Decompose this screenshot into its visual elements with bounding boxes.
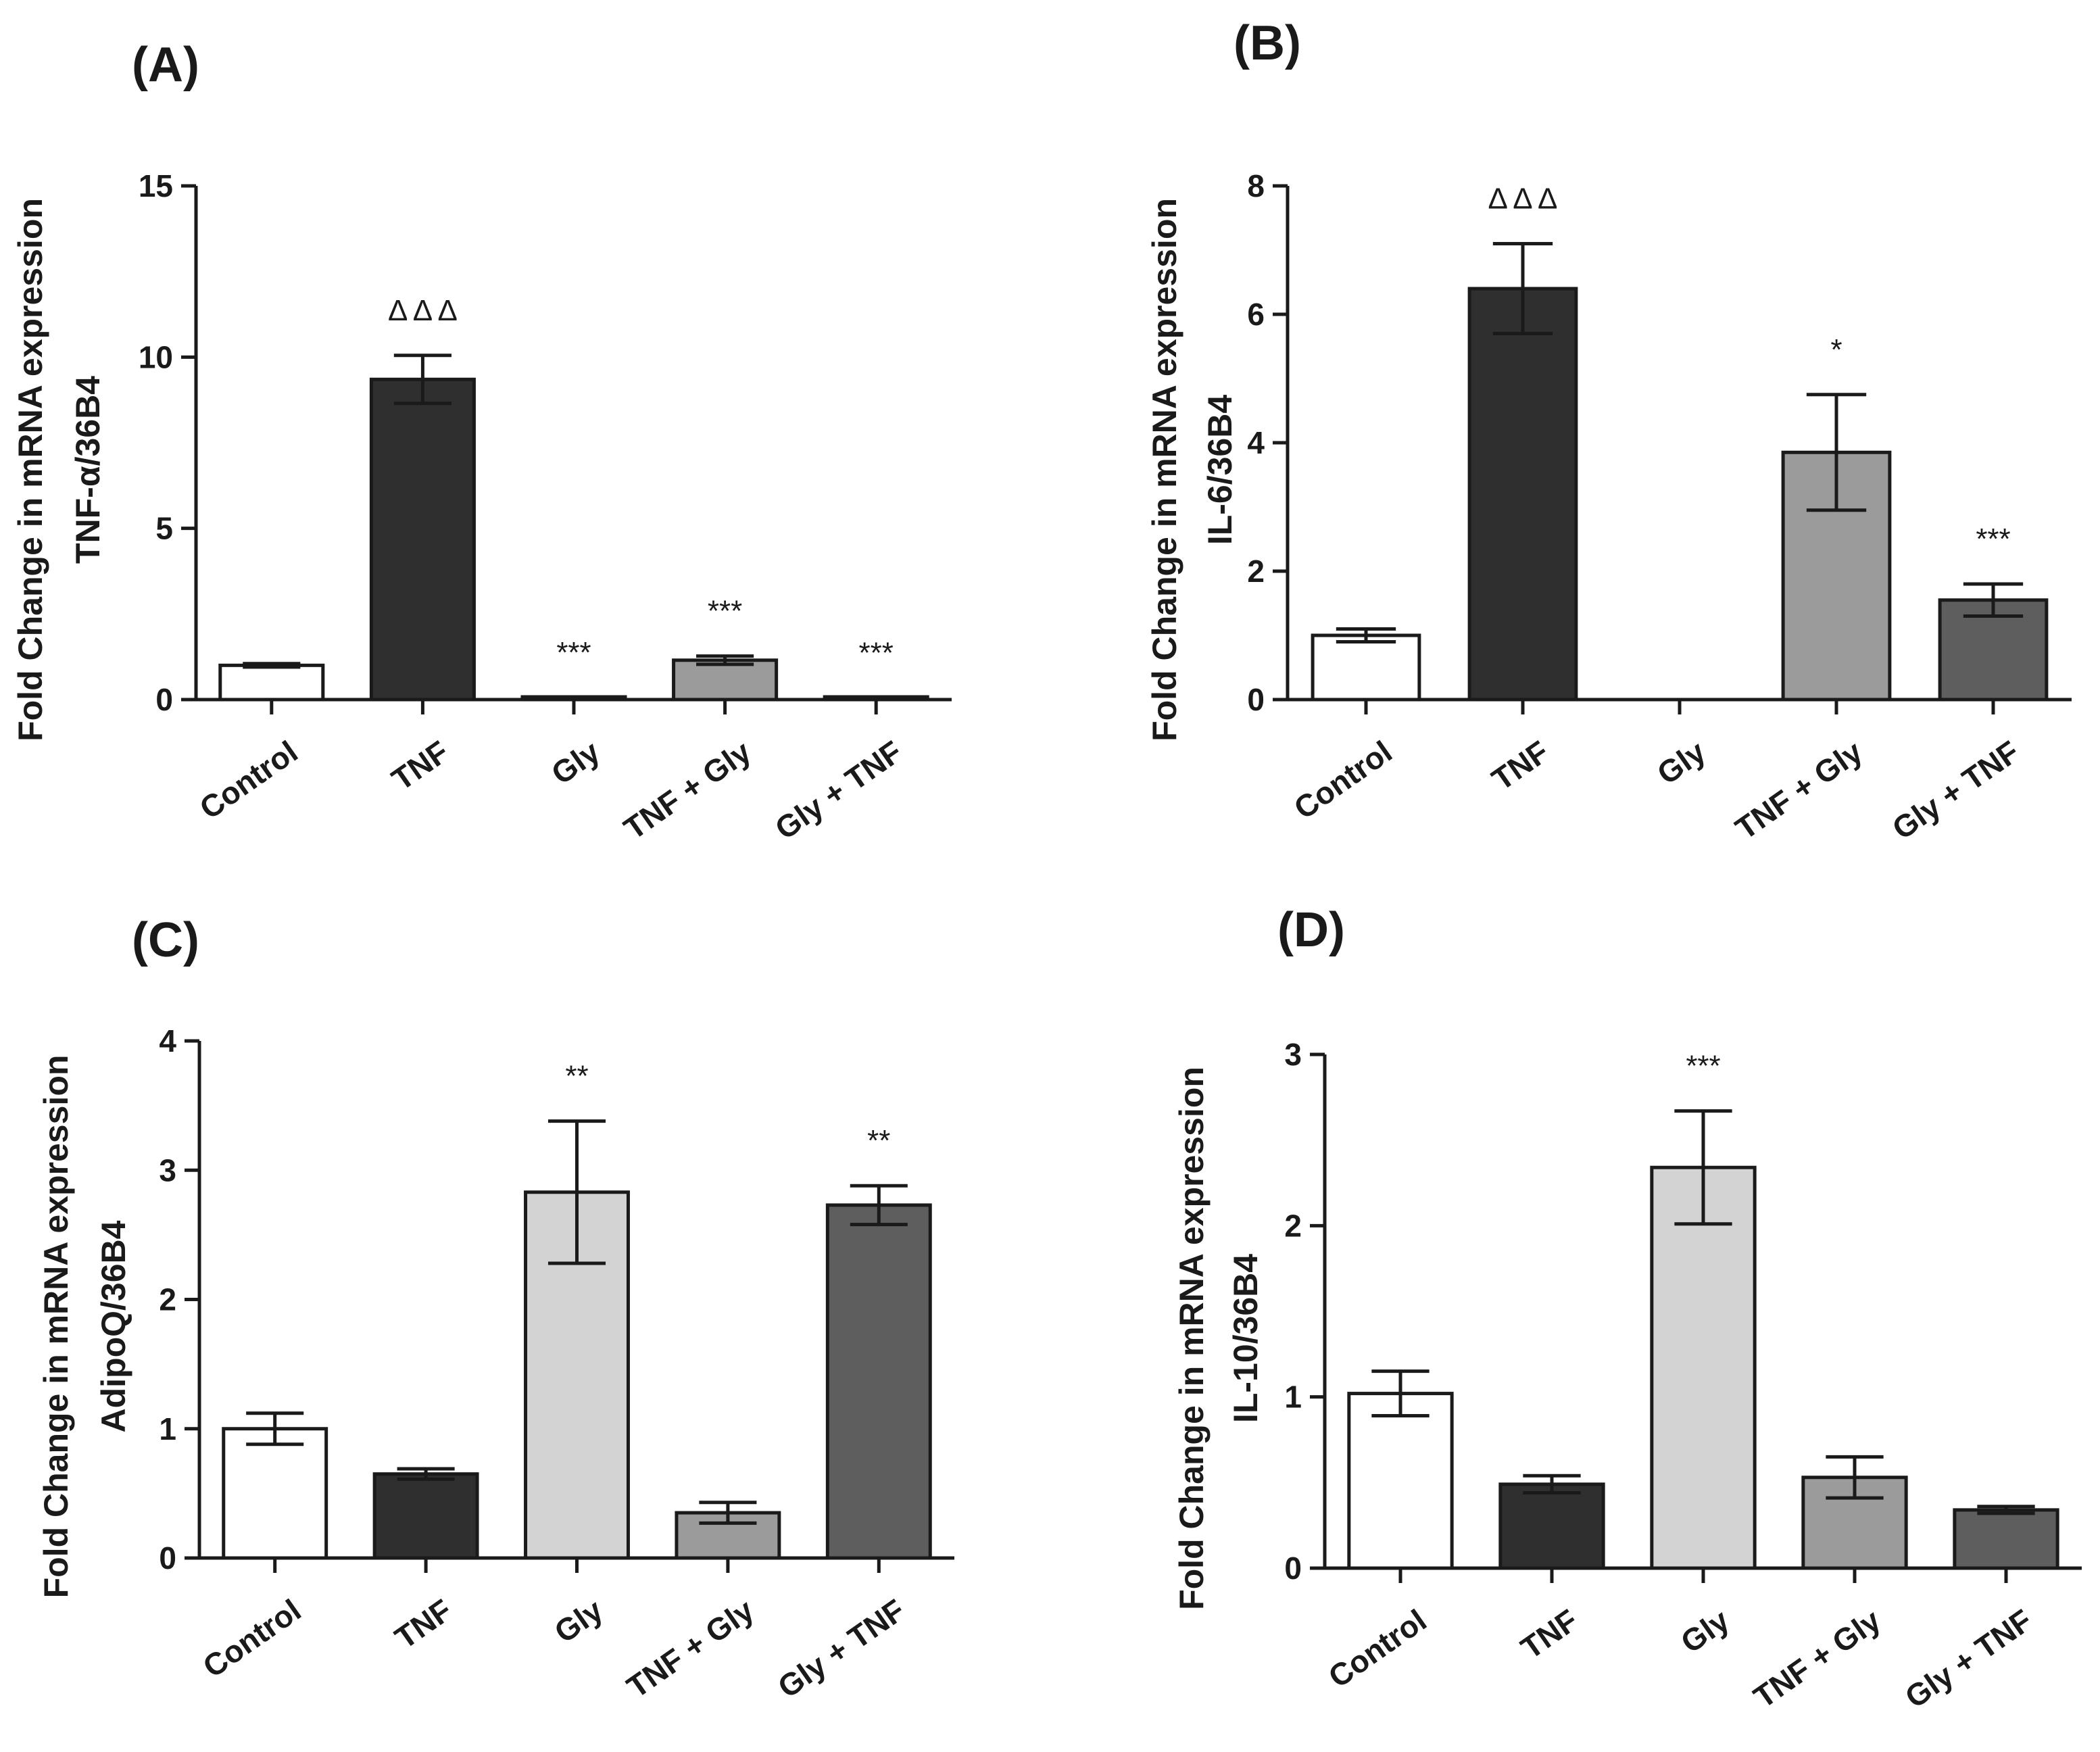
panel-label: (C) <box>132 913 199 967</box>
x-category-label: Gly <box>1674 1602 1736 1659</box>
panel-label: (B) <box>1234 16 1301 70</box>
y-tick-label: 0 <box>1284 1551 1302 1586</box>
y-tick-label: 2 <box>1284 1208 1302 1243</box>
y-tick-label: 8 <box>1247 168 1265 203</box>
significance-label: *** <box>708 595 742 628</box>
y-axis-sublabel: IL-10/36B4 <box>1227 1254 1265 1423</box>
bar-gly-tnf <box>825 1203 932 1560</box>
x-category-label: TNF + Gly <box>1729 733 1869 846</box>
y-tick-label: 6 <box>1247 297 1265 332</box>
x-category-label: Gly + TNF <box>1886 734 2026 846</box>
y-axis-label: Fold Change in mRNA expression <box>1173 1067 1211 1610</box>
bar-tnf-gly <box>672 658 779 702</box>
bar-gly-tnf <box>1953 1508 2059 1570</box>
y-tick-label: 10 <box>139 339 173 374</box>
y-tick-label: 3 <box>1284 1037 1302 1072</box>
y-tick-label: 1 <box>1284 1380 1302 1415</box>
significance-label: *** <box>1686 1050 1720 1083</box>
bar-tnf <box>1467 287 1578 702</box>
panel-label: (A) <box>132 38 199 92</box>
panel-d: (D) Fold Change in mRNA expression IL-10/3… <box>1173 903 2082 1715</box>
x-category-label: Gly <box>1651 733 1712 791</box>
x-category-label: TNF + Gly <box>1747 1602 1887 1715</box>
x-category-label: Control <box>193 734 304 826</box>
x-category-label: TNF <box>389 1592 458 1656</box>
panel-a: (A) Fold Change in mRNA expression TNF-α/3… <box>11 38 952 846</box>
significance-label: Δ Δ Δ <box>388 294 458 327</box>
y-axis-label: Fold Change in mRNA expression <box>1146 198 1183 741</box>
y-axis-sublabel: TNF-α/36B4 <box>69 376 107 564</box>
x-category-label: Control <box>1288 734 1398 826</box>
bar-gly <box>1650 1165 1757 1570</box>
y-tick-label: 0 <box>159 1540 176 1576</box>
significance-label: *** <box>556 636 591 669</box>
y-tick-label: 4 <box>1247 425 1265 460</box>
bar-tnf <box>1498 1482 1605 1570</box>
y-tick-label: 4 <box>159 1023 176 1058</box>
significance-label: *** <box>1976 522 2010 556</box>
y-tick-label: 1 <box>159 1411 176 1446</box>
bar-control <box>218 663 325 702</box>
significance-label: * <box>1830 333 1842 366</box>
x-category-label: Gly + TNF <box>771 1592 911 1705</box>
x-category-label: Gly <box>548 1592 610 1649</box>
x-category-label: Control <box>1322 1603 1433 1695</box>
panel-b: (B) Fold Change in mRNA expression IL-6/36… <box>1146 16 2072 846</box>
x-category-label: TNF <box>1515 1603 1584 1666</box>
y-tick-label: 15 <box>139 168 173 203</box>
panel-label: (D) <box>1277 903 1345 957</box>
x-category-label: Control <box>197 1592 308 1684</box>
x-category-label: Gly <box>545 733 606 791</box>
y-axis-label: Fold Change in mRNA expression <box>11 198 49 741</box>
x-category-label: TNF <box>385 734 455 798</box>
x-category-label: TNF + Gly <box>618 733 758 846</box>
significance-label: *** <box>859 636 894 669</box>
y-tick-label: 0 <box>1247 682 1265 717</box>
significance-label: ** <box>867 1124 890 1157</box>
bar-tnf <box>369 377 476 702</box>
bar-control <box>222 1427 328 1560</box>
bar-tnf <box>372 1472 479 1560</box>
y-tick-label: 0 <box>155 682 173 717</box>
y-tick-label: 3 <box>159 1152 176 1188</box>
bar-control <box>1311 633 1421 702</box>
bar-control <box>1347 1392 1454 1570</box>
y-tick-label: 2 <box>1247 554 1265 589</box>
significance-label: ** <box>565 1060 588 1093</box>
y-axis-label: Fold Change in mRNA expression <box>37 1055 75 1599</box>
panel-c: (C) Fold Change in mRNA expression AdipoQ/… <box>37 913 954 1705</box>
x-category-label: Gly + TNF <box>1899 1603 2038 1715</box>
y-axis-sublabel: IL-6/36B4 <box>1201 395 1239 545</box>
x-category-label: Gly + TNF <box>768 734 908 846</box>
y-tick-label: 5 <box>155 511 173 546</box>
y-axis-sublabel: AdipoQ/36B4 <box>95 1220 132 1432</box>
y-tick-label: 2 <box>159 1282 176 1317</box>
significance-label: Δ Δ Δ <box>1488 182 1558 216</box>
x-category-label: TNF + Gly <box>620 1592 760 1705</box>
x-category-label: TNF <box>1486 734 1555 798</box>
